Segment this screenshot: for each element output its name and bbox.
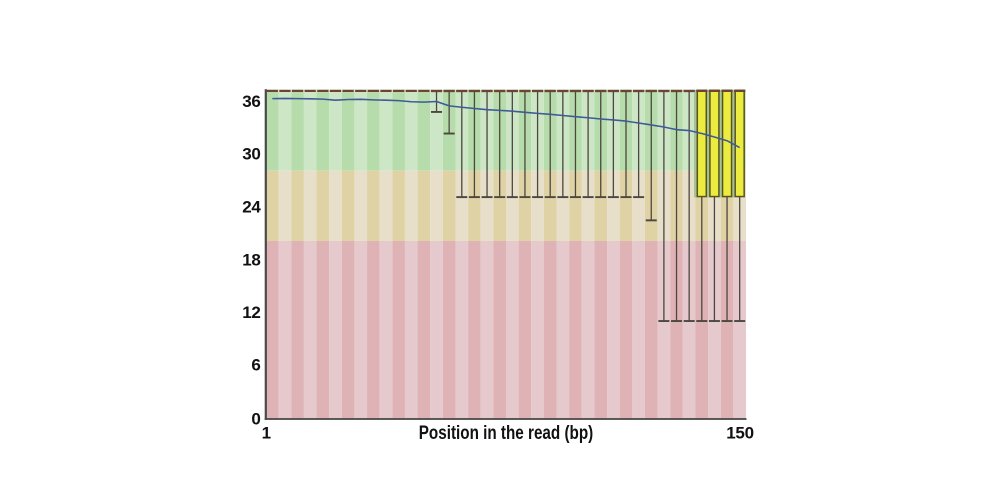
svg-text:12: 12: [242, 303, 260, 322]
svg-text:Position in the read (bp): Position in the read (bp): [419, 423, 594, 444]
svg-text:6: 6: [251, 356, 260, 375]
svg-text:36: 36: [242, 92, 260, 111]
svg-text:24: 24: [242, 198, 261, 217]
svg-text:18: 18: [242, 251, 260, 270]
svg-text:0: 0: [251, 410, 260, 429]
svg-text:1: 1: [262, 424, 271, 443]
svg-text:150: 150: [726, 424, 753, 443]
svg-text:30: 30: [242, 145, 260, 164]
